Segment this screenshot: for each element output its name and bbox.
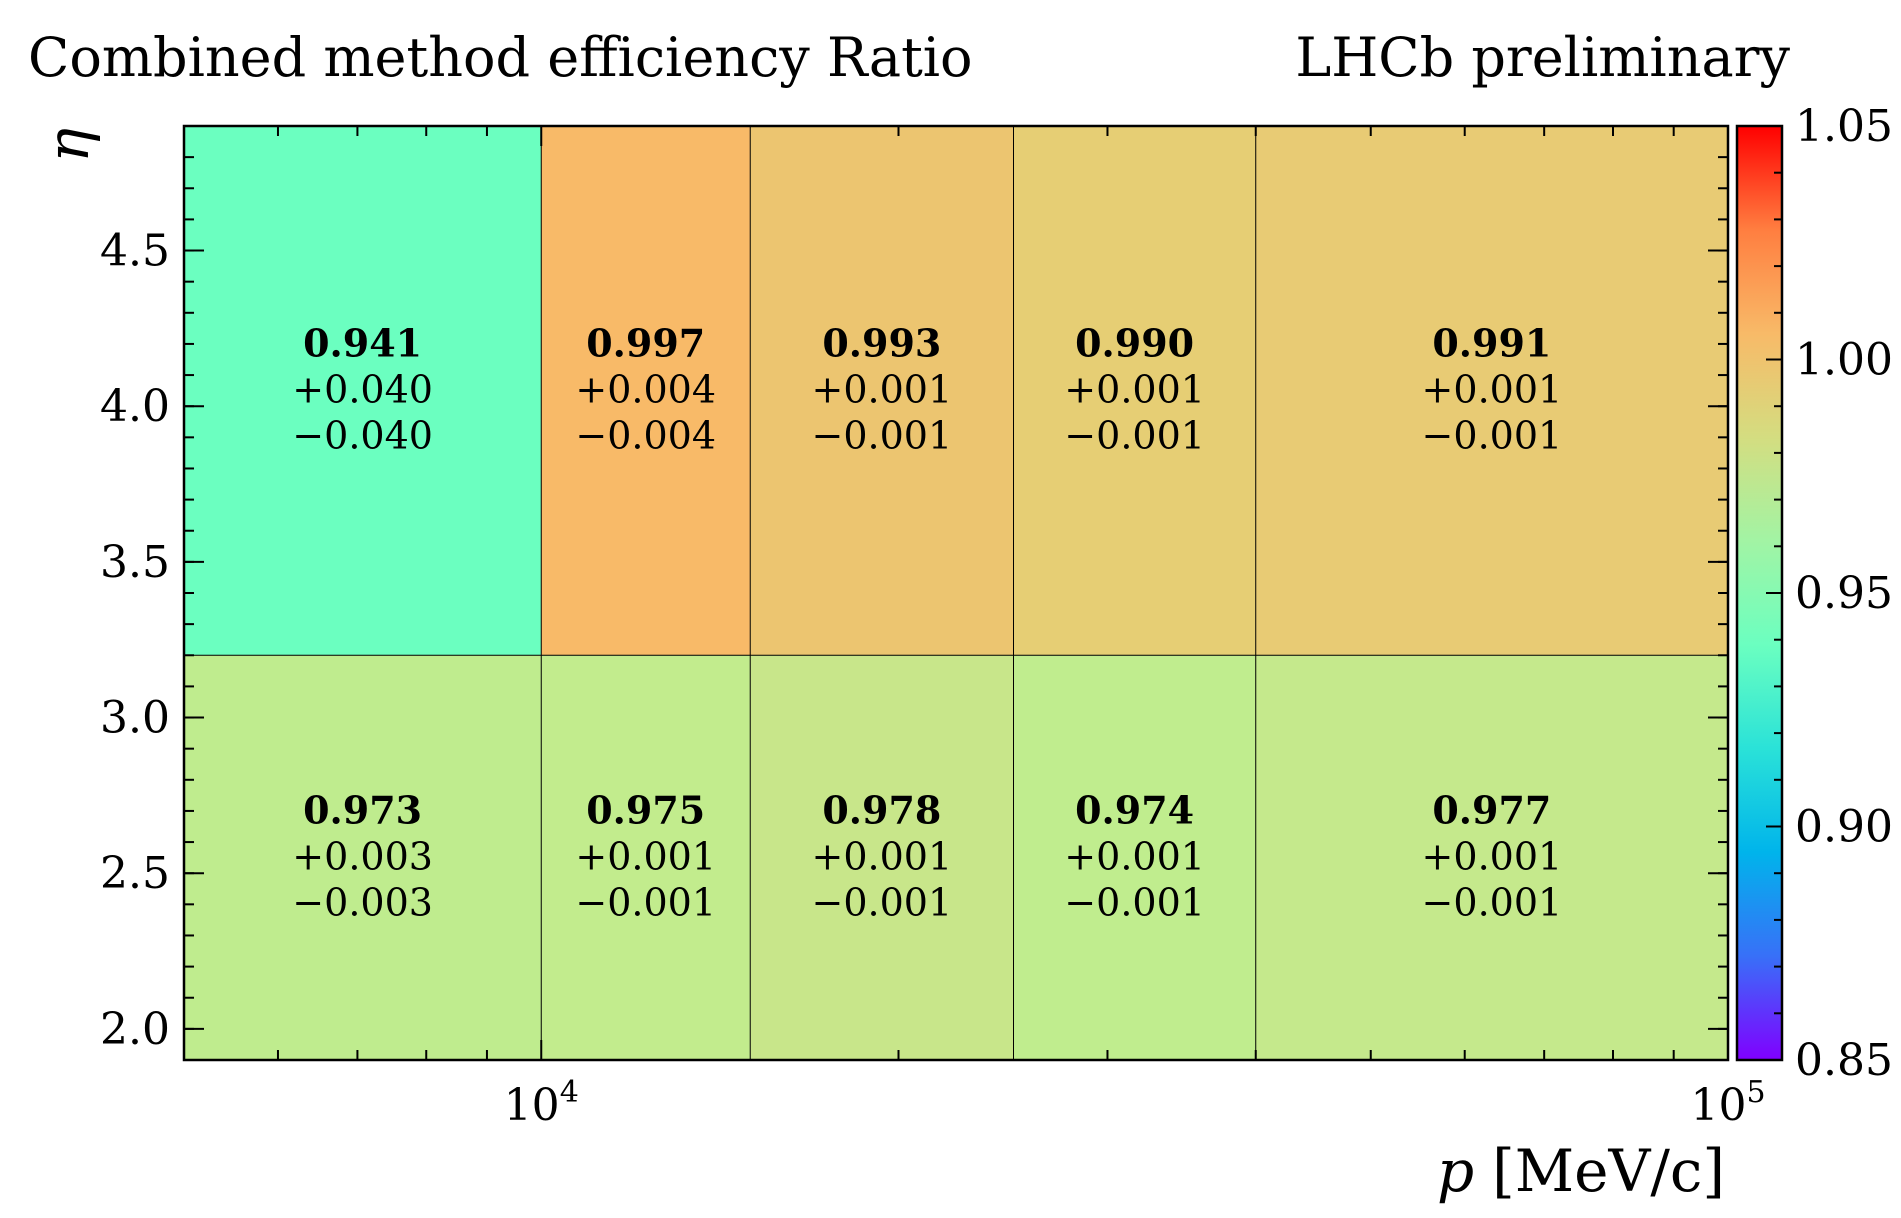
x-axis: 104 105 [183, 126, 1766, 1131]
cell-value: 0.941 [303, 321, 422, 366]
x-tick-exponent: 5 [1746, 1075, 1765, 1110]
chart-title: Combined method efficiency Ratio [28, 26, 973, 89]
colorbar-ticks: 0.85 0.90 0.95 1.00 1.05 [1766, 101, 1893, 1086]
cell-error-down: −0.001 [1422, 881, 1563, 925]
y-tick-label: 4.0 [100, 381, 170, 432]
y-tick-label: 2.0 [100, 1004, 170, 1055]
heatmap-cells [184, 126, 1728, 1060]
heatmap-cell-labels: 0.941+0.040−0.0400.997+0.004−0.0040.993+… [292, 321, 1562, 925]
colorbar-tick-label: 1.00 [1795, 335, 1893, 386]
heatmap-cell-0-1 [184, 126, 542, 656]
colorbar-tick-label: 0.85 [1795, 1035, 1893, 1086]
heatmap-cell-3-0 [1013, 655, 1256, 1060]
cell-error-down: −0.001 [1064, 414, 1205, 458]
cell-error-up: +0.003 [292, 835, 433, 879]
x-tick-label: 104 [504, 1075, 579, 1131]
cell-value: 0.975 [586, 788, 705, 833]
y-tick-label: 2.5 [100, 848, 170, 899]
colorbar: 0.85 0.90 0.95 1.00 1.05 [1735, 101, 1893, 1086]
cell-error-up: +0.001 [812, 835, 953, 879]
cell-error-down: −0.003 [292, 881, 433, 925]
y-tick-label: 4.5 [100, 226, 170, 277]
cell-error-down: −0.001 [812, 881, 953, 925]
x-axis-symbol: p [1437, 1137, 1474, 1205]
heatmap-cell-4-0 [1255, 655, 1728, 1060]
cell-error-down: −0.001 [1064, 881, 1205, 925]
y-tick-label: 3.5 [100, 537, 170, 588]
x-axis-label: p [MeV/c] [1437, 1137, 1725, 1205]
cell-error-down: −0.001 [1422, 414, 1563, 458]
colorbar-tick-label: 0.90 [1795, 802, 1893, 853]
colorbar-tick-label: 0.95 [1795, 568, 1893, 619]
cell-value: 0.991 [1432, 321, 1551, 366]
cell-error-down: −0.001 [575, 881, 716, 925]
cell-error-down: −0.001 [812, 414, 953, 458]
cell-error-up: +0.040 [292, 368, 433, 412]
y-axis-label: η [34, 128, 102, 163]
heatmap-cell-1-1 [541, 126, 751, 656]
x-tick-exponent: 4 [560, 1075, 579, 1110]
cell-value: 0.974 [1075, 788, 1194, 833]
cell-value: 0.978 [822, 788, 941, 833]
cell-error-down: −0.040 [292, 414, 433, 458]
cell-value: 0.977 [1432, 788, 1551, 833]
cell-error-up: +0.004 [575, 368, 716, 412]
x-tick-base: 10 [1690, 1080, 1746, 1131]
cell-error-up: +0.001 [1064, 368, 1205, 412]
cell-value: 0.990 [1075, 321, 1194, 366]
cell-error-up: +0.001 [812, 368, 953, 412]
x-tick-label: 105 [1690, 1075, 1765, 1131]
bin-boundaries [184, 126, 1728, 1060]
x-axis-unit: [MeV/c] [1492, 1137, 1725, 1205]
experiment-label: LHCb preliminary [1295, 26, 1790, 89]
heatmap-cell-2-0 [750, 655, 1014, 1060]
heatmap-cell-2-1 [750, 126, 1014, 656]
colorbar-tick-label: 1.05 [1795, 101, 1893, 152]
cell-value: 0.973 [303, 788, 422, 833]
cell-error-up: +0.001 [1422, 368, 1563, 412]
cell-error-up: +0.001 [575, 835, 716, 879]
cell-error-down: −0.004 [575, 414, 716, 458]
cell-value: 0.993 [822, 321, 941, 366]
x-tick-base: 10 [504, 1080, 560, 1131]
heatmap-cell-1-0 [541, 655, 751, 1060]
cell-error-up: +0.001 [1064, 835, 1205, 879]
plot-frame [182, 124, 1730, 1062]
cell-value: 0.997 [586, 321, 705, 366]
heatmap-cell-0-0 [184, 655, 542, 1060]
cell-error-up: +0.001 [1422, 835, 1563, 879]
heatmap-cell-3-1 [1013, 126, 1256, 656]
heatmap-cell-4-1 [1255, 126, 1728, 656]
y-axis: 2.0 2.5 3.0 3.5 4.0 4.5 [100, 125, 1728, 1061]
y-tick-label: 3.0 [100, 693, 170, 744]
